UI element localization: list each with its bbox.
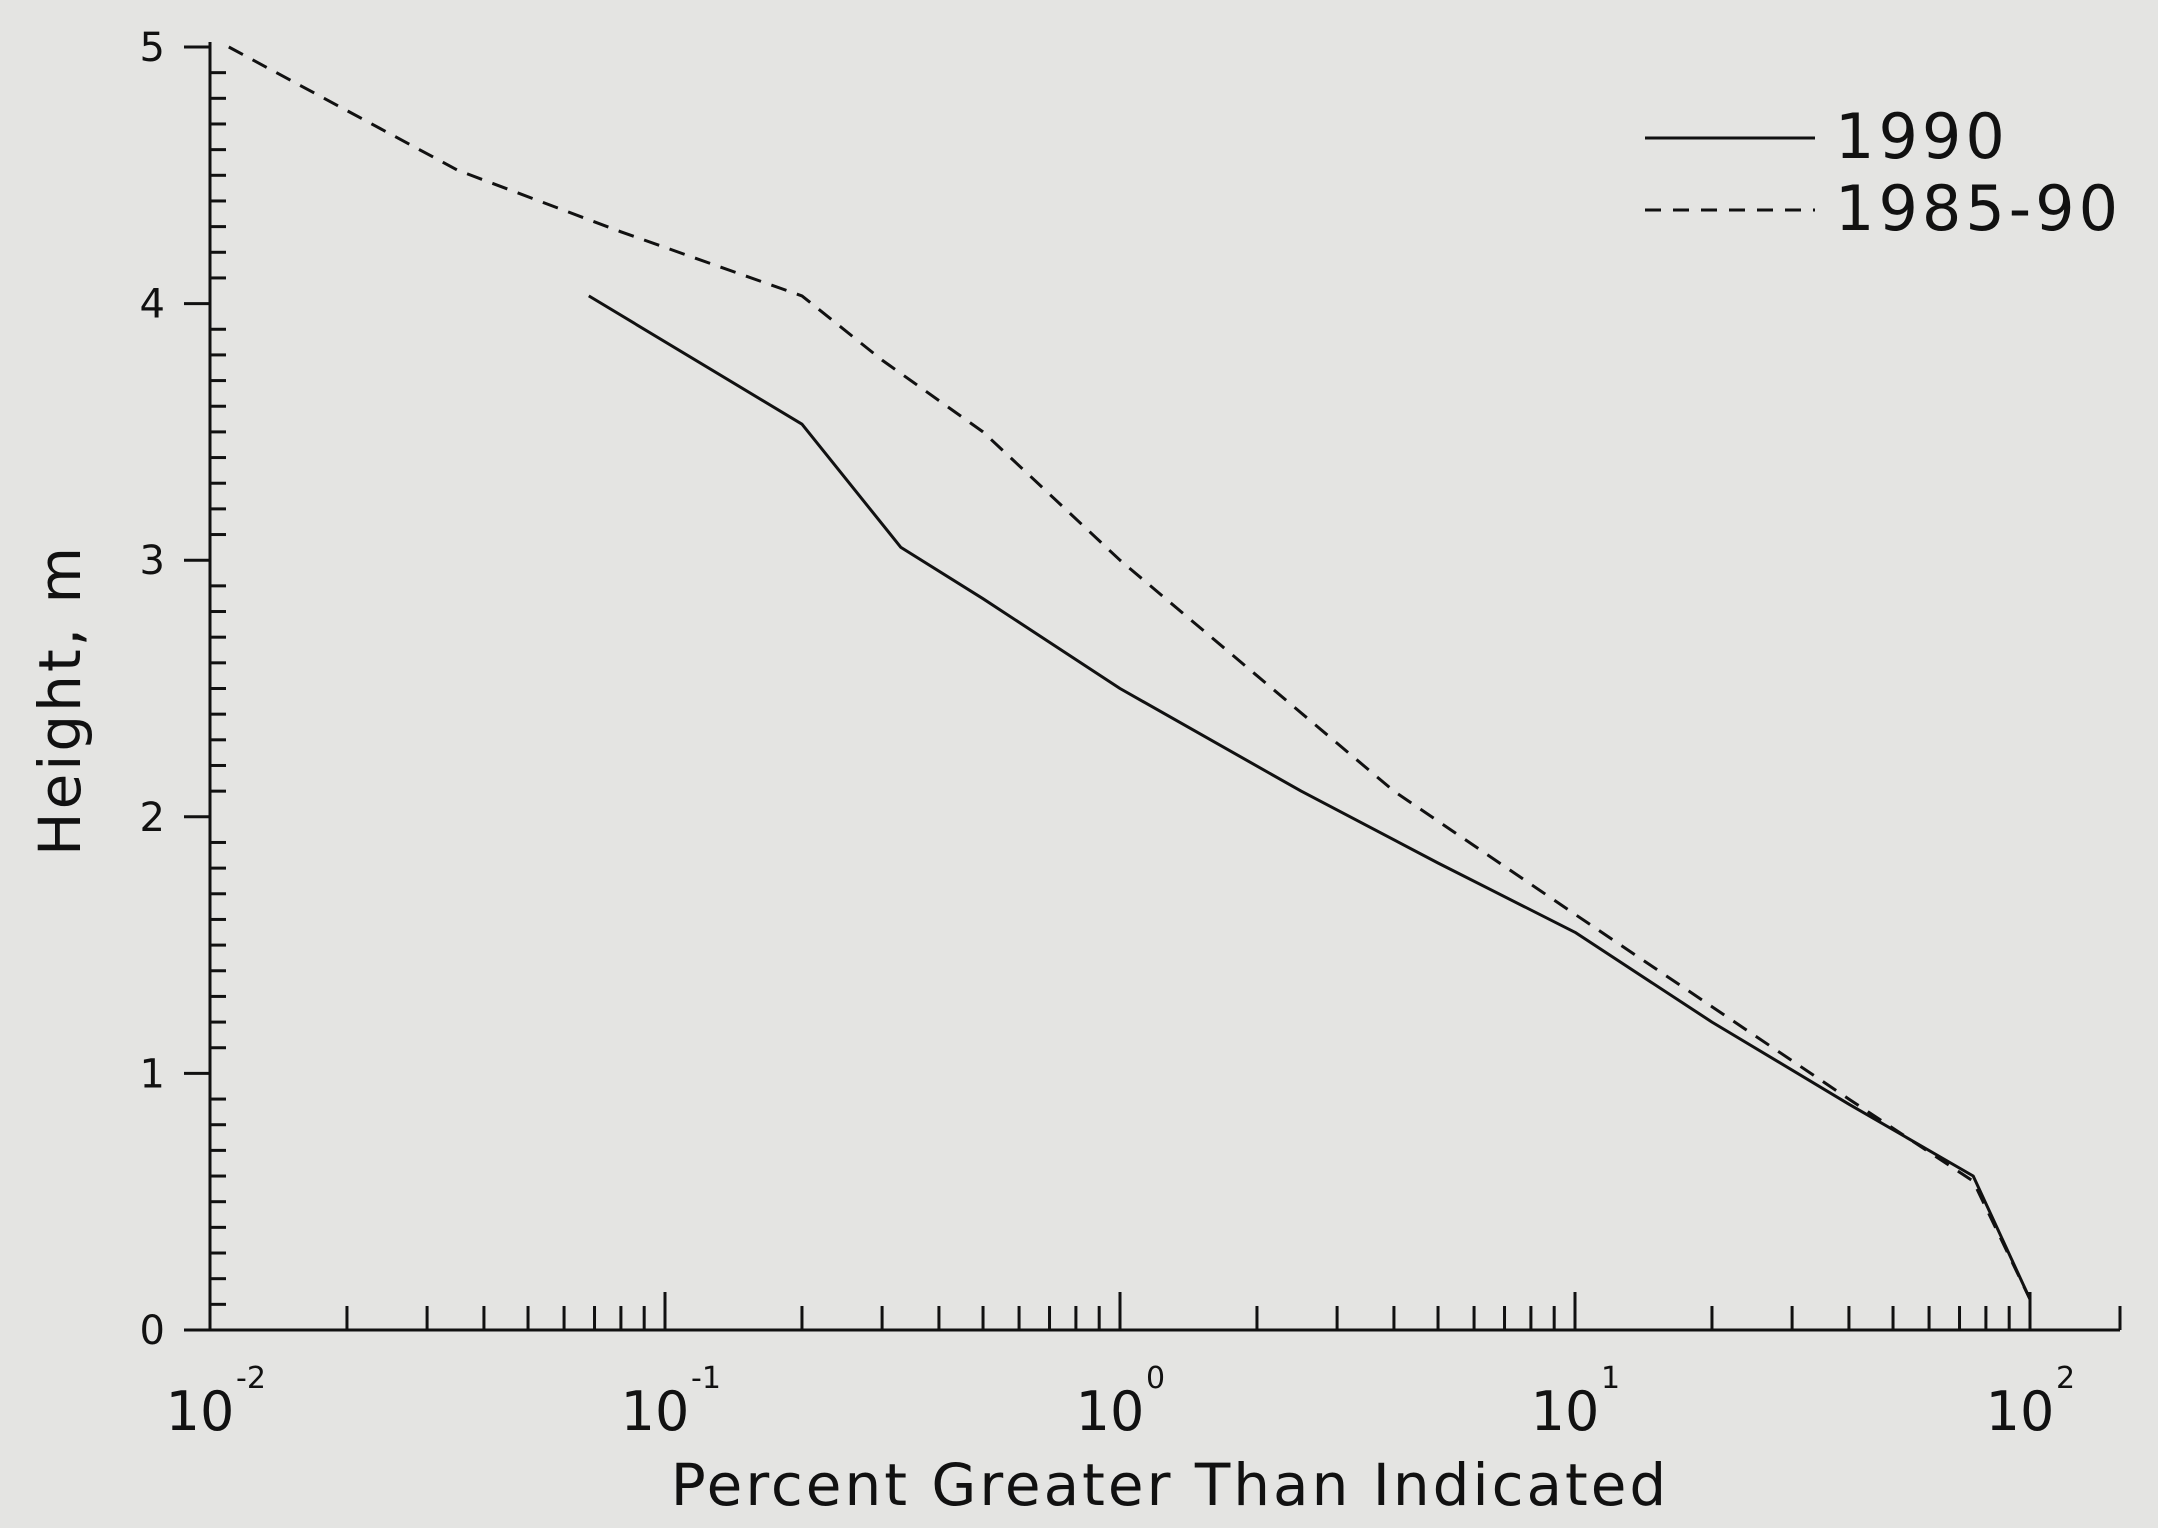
x-tick-label-exponent: -2 [236,1361,266,1396]
x-tick-label-exponent: -1 [691,1361,721,1396]
legend-label-1985-90: 1985-90 [1835,172,2122,245]
x-tick-label-exponent: 1 [1601,1361,1620,1396]
y-tick-label: 3 [140,538,165,584]
series-line-1990 [588,294,2032,1300]
legend-entry-1990: 1990 [1645,100,2009,173]
x-tick-label-base: 10 [1076,1380,1145,1443]
y-axis-ticks: 0 1 2 3 4 5 [140,25,226,1354]
series-line-1985-90 [228,45,2032,1300]
legend-entry-1985-90: 1985-90 [1645,172,2122,245]
x-tick-label-base: 10 [166,1380,235,1443]
x-tick-label-base: 10 [1531,1380,1600,1443]
y-tick-label: 4 [140,282,165,328]
y-tick-label: 0 [140,1308,165,1354]
series-lines [228,45,2032,1300]
y-axis-title: Height, m [26,544,94,856]
x-tick-label-exponent: 2 [2056,1361,2075,1396]
x-tick-label-base: 10 [621,1380,690,1443]
x-axis-title: Percent Greater Than Indicated [671,1451,1670,1519]
y-tick-label: 2 [140,795,165,841]
legend: 1990 1985-90 [1645,100,2122,245]
x-tick-label-base: 10 [1986,1380,2055,1443]
y-tick-label: 1 [140,1051,165,1097]
x-tick-label-exponent: 0 [1146,1361,1165,1396]
legend-label-1990: 1990 [1835,100,2009,173]
y-tick-label: 5 [140,25,165,71]
